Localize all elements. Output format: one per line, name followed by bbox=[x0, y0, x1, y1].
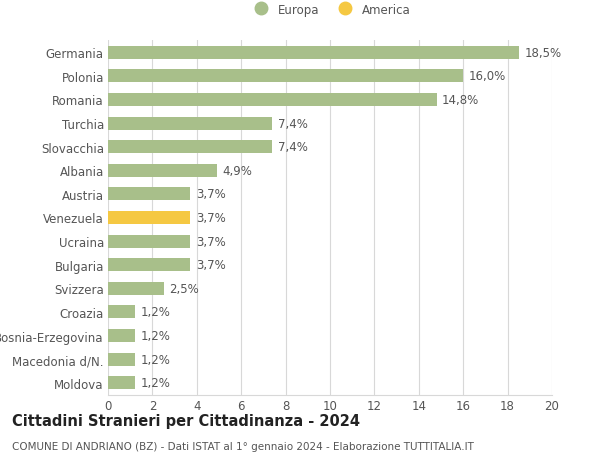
Text: 1,2%: 1,2% bbox=[140, 306, 170, 319]
Bar bbox=[108, 94, 437, 106]
Bar bbox=[108, 164, 217, 177]
Bar bbox=[108, 141, 272, 154]
Bar bbox=[108, 259, 190, 272]
Text: 1,2%: 1,2% bbox=[140, 330, 170, 342]
Text: 16,0%: 16,0% bbox=[469, 70, 506, 83]
Text: 1,2%: 1,2% bbox=[140, 376, 170, 389]
Bar bbox=[108, 188, 190, 201]
Text: 14,8%: 14,8% bbox=[442, 94, 479, 106]
Text: Cittadini Stranieri per Cittadinanza - 2024: Cittadini Stranieri per Cittadinanza - 2… bbox=[12, 413, 360, 428]
Text: COMUNE DI ANDRIANO (BZ) - Dati ISTAT al 1° gennaio 2024 - Elaborazione TUTTITALI: COMUNE DI ANDRIANO (BZ) - Dati ISTAT al … bbox=[12, 441, 474, 451]
Text: 3,7%: 3,7% bbox=[196, 212, 226, 224]
Bar bbox=[108, 353, 134, 366]
Text: 4,9%: 4,9% bbox=[223, 164, 252, 177]
Bar bbox=[108, 282, 163, 295]
Bar bbox=[108, 212, 190, 224]
Text: 1,2%: 1,2% bbox=[140, 353, 170, 366]
Bar bbox=[108, 330, 134, 342]
Bar bbox=[108, 70, 463, 83]
Bar bbox=[108, 306, 134, 319]
Legend: Europa, America: Europa, America bbox=[247, 1, 413, 19]
Bar bbox=[108, 47, 519, 60]
Bar bbox=[108, 118, 272, 130]
Text: 18,5%: 18,5% bbox=[524, 47, 562, 60]
Text: 3,7%: 3,7% bbox=[196, 188, 226, 201]
Bar bbox=[108, 235, 190, 248]
Text: 7,4%: 7,4% bbox=[278, 141, 308, 154]
Bar bbox=[108, 376, 134, 389]
Text: 3,7%: 3,7% bbox=[196, 259, 226, 272]
Text: 7,4%: 7,4% bbox=[278, 118, 308, 130]
Text: 2,5%: 2,5% bbox=[169, 282, 199, 295]
Text: 3,7%: 3,7% bbox=[196, 235, 226, 248]
